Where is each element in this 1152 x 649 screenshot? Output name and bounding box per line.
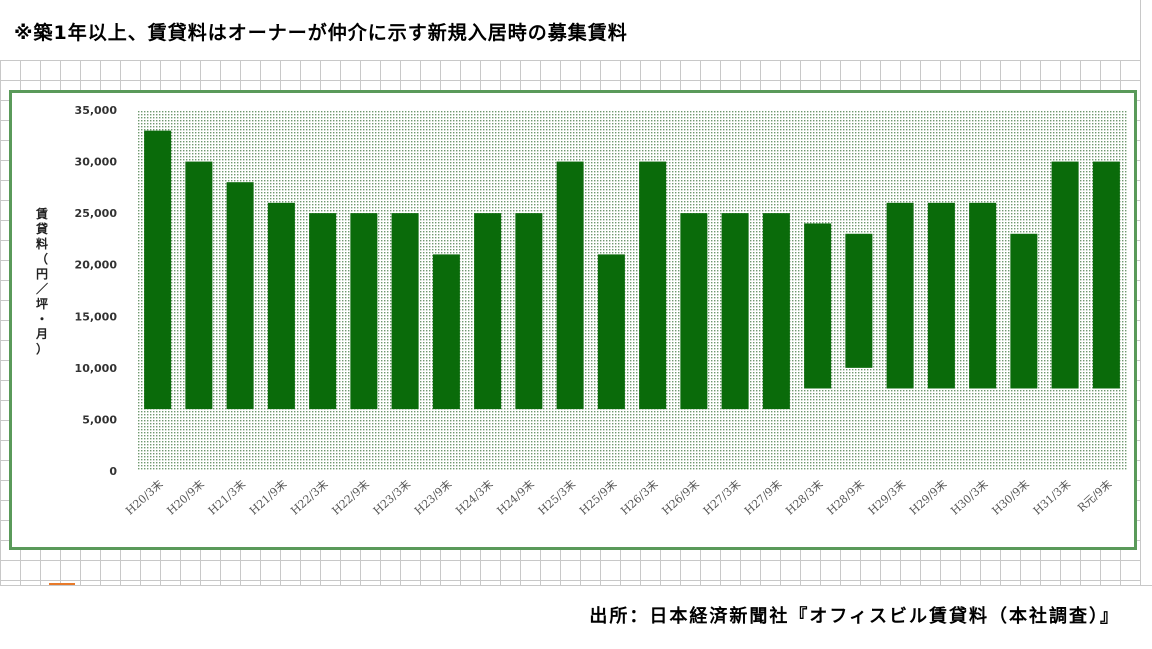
x-tick-label: H25/3末 xyxy=(535,477,578,518)
bar-H28/9末 xyxy=(845,233,873,368)
bar-H28/3末 xyxy=(804,223,832,389)
source-credit: 出所：日本経済新聞社『オフィスビル賃貸料（本社調査）』 xyxy=(589,606,1120,627)
bar-H27/9末 xyxy=(762,213,790,410)
footer-band: 出所：日本経済新聞社『オフィスビル賃貸料（本社調査）』 xyxy=(0,585,1152,649)
x-tick-label: H27/3末 xyxy=(700,477,743,518)
bar-H24/3末 xyxy=(474,213,502,410)
bar-H25/3末 xyxy=(556,161,584,410)
bar-H27/3末 xyxy=(721,213,749,410)
x-tick-label: H27/9末 xyxy=(741,477,784,518)
x-tick-label: H22/3末 xyxy=(288,477,331,518)
bar-H30/3末 xyxy=(969,202,997,389)
bar-H29/9末 xyxy=(927,202,955,389)
bar-H21/9末 xyxy=(267,202,295,410)
x-tick-label: H26/3末 xyxy=(618,477,661,518)
x-tick-label: H30/9末 xyxy=(989,477,1032,518)
x-tick-label: H24/3末 xyxy=(453,477,496,518)
bar-H20/9末 xyxy=(185,161,213,410)
x-tick-label: H30/3末 xyxy=(948,477,991,518)
bar-H23/3末 xyxy=(391,213,419,410)
bar-R元/9末 xyxy=(1092,161,1120,389)
x-tick-label: H31/3末 xyxy=(1030,477,1073,518)
x-tick-label: H28/9末 xyxy=(824,477,867,518)
bar-H25/9末 xyxy=(597,254,625,410)
x-tick-label: H29/9末 xyxy=(906,477,949,518)
x-tick-label: R元/9末 xyxy=(1075,477,1115,515)
y-tick-label: 35,000 xyxy=(75,104,118,117)
x-tick-label: H22/9末 xyxy=(329,477,372,518)
x-tick-label: H20/3末 xyxy=(123,477,166,518)
bar-H21/3末 xyxy=(226,182,254,410)
y-tick-label: 20,000 xyxy=(75,259,118,272)
bar-H20/3末 xyxy=(144,130,172,410)
x-tick-label: H23/3末 xyxy=(370,477,413,518)
y-tick-label: 10,000 xyxy=(75,362,118,375)
bar-H24/9末 xyxy=(515,213,543,410)
x-tick-label: H23/9末 xyxy=(411,477,454,518)
y-tick-label: 30,000 xyxy=(75,156,118,169)
y-axis-label: 賃貸料（円／坪・月） xyxy=(35,206,48,356)
bar-H31/3末 xyxy=(1051,161,1079,389)
y-tick-label: 0 xyxy=(109,465,117,478)
y-axis-ticks: 0 5,000 10,000 15,000 20,000 25,000 30,000 35,0… xyxy=(75,104,118,478)
y-tick-label: 15,000 xyxy=(75,310,118,323)
plot-area xyxy=(137,110,1127,471)
bar-H26/9末 xyxy=(680,213,708,410)
bar-H22/9末 xyxy=(350,213,378,410)
sheet-right-edge xyxy=(1140,0,1152,648)
bar-H26/3末 xyxy=(639,161,667,410)
x-tick-label: H20/9末 xyxy=(164,477,207,518)
bar-H29/3末 xyxy=(886,202,914,389)
x-tick-label: H26/9末 xyxy=(659,477,702,518)
x-tick-label: H25/9末 xyxy=(576,477,619,518)
bar-H22/3末 xyxy=(309,213,337,410)
x-tick-label: H29/3末 xyxy=(865,477,908,518)
bar-H23/9末 xyxy=(432,254,460,410)
x-tick-label: H24/9末 xyxy=(494,477,537,518)
bar-H30/9末 xyxy=(1010,233,1038,389)
x-axis-ticks: H20/3末H20/9末H21/3末H21/9末H22/3末H22/9末H23/… xyxy=(123,477,1115,518)
y-tick-label: 5,000 xyxy=(82,413,117,426)
header-band: ※築1年以上、賃貸料はオーナーが仲介に示す新規入居時の募集賃料 xyxy=(0,0,1140,61)
rent-range-chart: 0 5,000 10,000 15,000 20,000 25,000 30,000 35,0… xyxy=(35,104,1127,518)
x-tick-label: H21/9末 xyxy=(246,477,289,518)
chart-note: ※築1年以上、賃貸料はオーナーが仲介に示す新規入居時の募集賃料 xyxy=(14,22,628,44)
y-tick-label: 25,000 xyxy=(75,207,118,220)
x-tick-label: H21/3末 xyxy=(205,477,248,518)
x-tick-label: H28/3末 xyxy=(783,477,826,518)
bar-series xyxy=(144,130,1120,410)
chart-frame: 0 5,000 10,000 15,000 20,000 25,000 30,000 35,0… xyxy=(9,90,1137,609)
